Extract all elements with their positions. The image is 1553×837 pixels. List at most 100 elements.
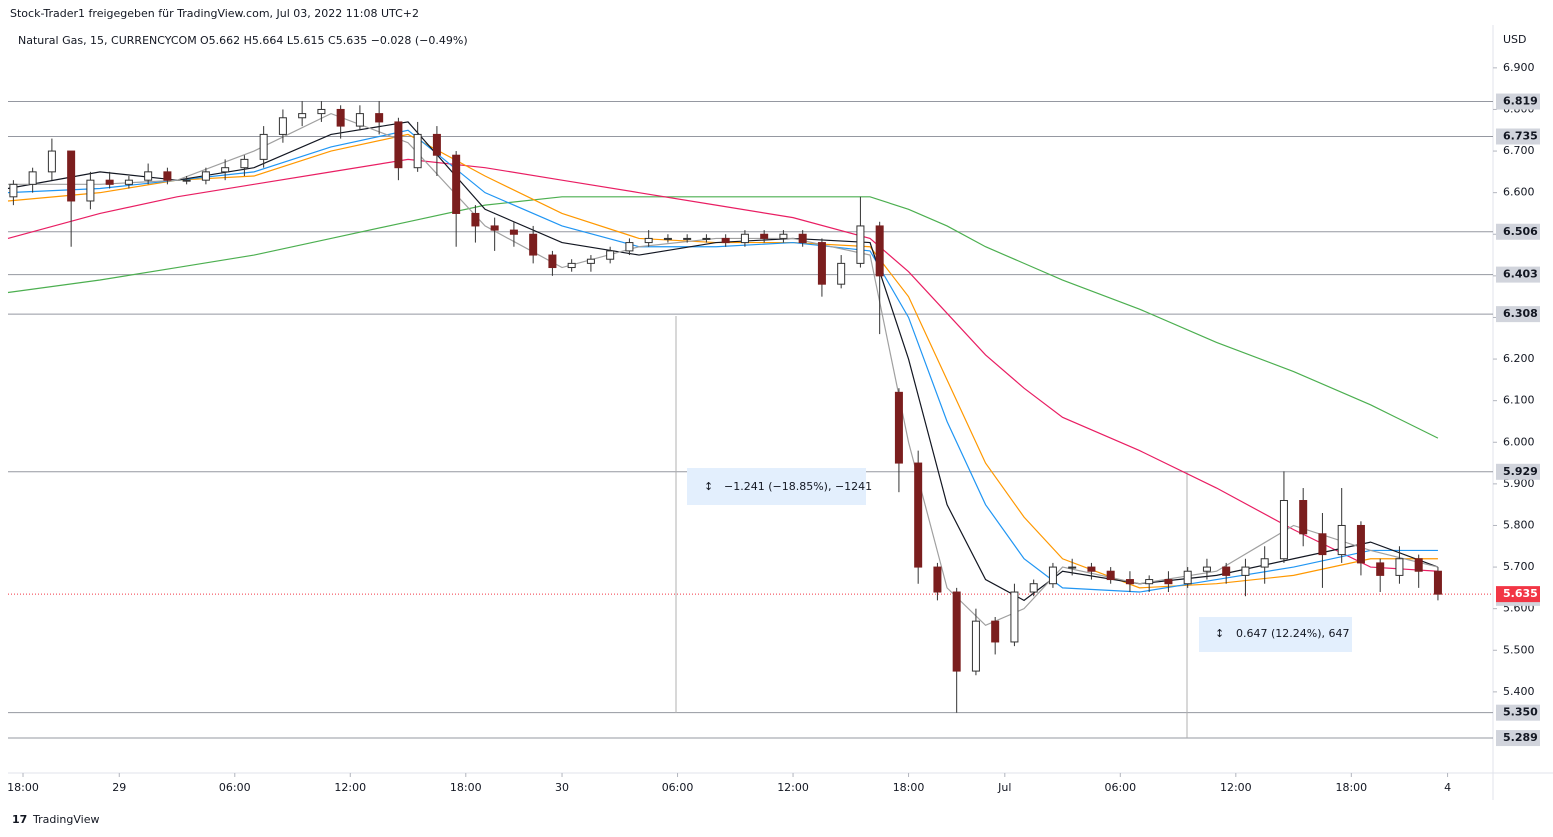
level-label: 6.308 [1503,307,1538,320]
candles [9,101,1442,713]
x-tick-label: 06:00 [1104,781,1136,794]
candle-body [298,113,307,119]
candle-body [856,225,865,264]
candle-body [28,171,37,185]
y-tick-label: 6.700 [1503,144,1535,157]
candle-body [663,237,672,240]
last-price-bg [1496,586,1540,603]
candle-body [952,591,961,672]
candle-body [702,237,711,240]
moving-average [7,158,1438,572]
candle-body [124,179,133,185]
candle-body [490,225,499,231]
candle-body [875,225,884,277]
measure-box: ↕ 0.647 (12.24%), 647 [1199,617,1352,652]
y-tick-label: 6.000 [1503,435,1535,448]
candle-body [432,133,441,156]
candle-body [837,262,846,285]
candle-body [1068,566,1077,569]
candle-body [278,117,287,135]
level-label: 6.403 [1503,268,1538,281]
candle-body [1279,500,1288,560]
level-label-bg [1496,223,1540,240]
axis-labels: 6.9006.8006.7006.6006.5006.4006.3006.200… [7,61,1540,794]
candle-body [1087,566,1096,572]
candle-body [144,171,153,181]
candle-body [817,242,826,285]
candle-body [221,167,230,173]
candle-body [182,179,191,182]
measure-box: ↕ −1.241 (−18.85%), −1241 [687,468,872,505]
measure-icon: ↕ [704,480,713,493]
candle-body [606,250,615,260]
y-tick-label: 5.500 [1503,643,1535,656]
brand: TradingView [32,813,99,826]
y-tick-label: 6.200 [1503,352,1535,365]
candle-body [1145,579,1154,585]
moving-average [8,112,1439,627]
moving-averages [7,112,1439,627]
level-label: 5.289 [1503,731,1538,744]
candle-body [1048,566,1057,585]
candle-body [914,462,923,568]
measure-text: 0.647 (12.24%), 647 [1236,627,1350,640]
candle-body [105,179,114,185]
candle-body [1164,579,1173,585]
x-tick-label: 29 [112,781,126,794]
y-tick-label: 6.600 [1503,186,1535,199]
x-tick-label: 12:00 [777,781,809,794]
candle-body [991,620,1000,643]
measure-icon: ↕ [1215,627,1224,640]
candle-body [1241,566,1250,576]
candle-body [1222,566,1231,576]
candle-body [1376,562,1385,576]
candle-body [1183,570,1192,585]
candle-body [375,113,384,123]
candle-body [355,113,364,127]
y-tick-label: 5.800 [1503,518,1535,531]
level-label-bg [1496,93,1540,110]
candle-body [548,254,557,269]
candle-body [1414,558,1423,572]
x-tick-label: Jul [997,781,1011,794]
candle-body [509,229,518,235]
measure-box-bg [1199,617,1352,652]
x-tick-label: 06:00 [662,781,694,794]
candle-body [798,233,807,244]
x-tick-label: 4 [1444,781,1451,794]
candle-body [644,237,653,244]
candle-body [971,620,980,672]
candle-body [1202,566,1211,572]
candle-body [1029,583,1038,593]
measure-text: −1.241 (−18.85%), −1241 [724,480,872,493]
candle-body [894,391,903,464]
x-tick-label: 06:00 [219,781,251,794]
level-label: 6.819 [1503,95,1538,108]
candle-body [1260,558,1269,568]
level-label: 6.735 [1503,129,1538,142]
candle-body [163,171,172,181]
candle-body [1356,524,1365,564]
candle-body [760,233,769,239]
candle-body [529,233,538,256]
candle-body [67,150,76,202]
candle-body [933,566,942,593]
level-label: 5.929 [1503,465,1538,478]
level-label-bg [1496,730,1540,747]
candle-body [452,154,461,214]
moving-average [7,196,1439,439]
x-tick-label: 18:00 [1335,781,1367,794]
y-tick-label: 5.900 [1503,477,1535,490]
attribution: Stock-Trader1 freigegeben für TradingVie… [10,7,419,20]
measure-box-bg [687,468,866,505]
candle-body [567,262,576,269]
candle-body [413,133,422,169]
level-label: 5.350 [1503,706,1538,719]
level-label: 6.506 [1503,225,1538,238]
currency: USD [1503,33,1527,46]
x-tick-label: 18:00 [7,781,39,794]
candle-body [1318,533,1327,556]
candle-body [240,158,249,169]
